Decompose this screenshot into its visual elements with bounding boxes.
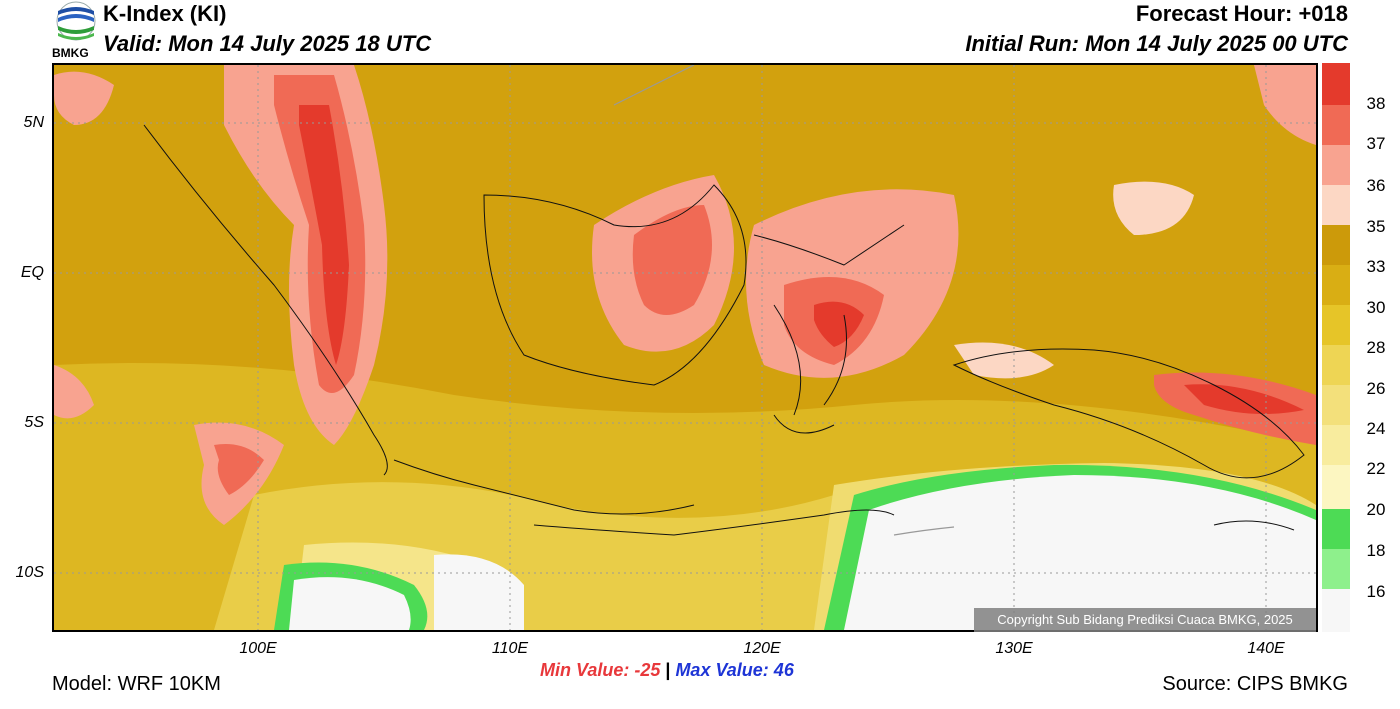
lat-label-5n: 5N (23, 114, 44, 131)
lat-label-5s: 5S (24, 414, 44, 431)
colorbar-label: 37 (1366, 134, 1386, 153)
model-name: Model: WRF 10KM (52, 673, 221, 695)
min-max-values: Min Value: -25 | Max Value: 46 (540, 660, 794, 681)
colorbar-label: 28 (1366, 338, 1386, 357)
copyright-notice: Copyright Sub Bidang Prediksi Cuaca BMKG… (974, 608, 1316, 632)
bmkg-logo (52, 1, 100, 61)
colorbar-label: 24 (1366, 419, 1386, 438)
colorbar-swatch (1322, 225, 1350, 265)
lon-label-110e: 110E (491, 640, 529, 657)
initial-run: Initial Run: Mon 14 July 2025 00 UTC (965, 31, 1348, 56)
lon-label-100e: 100E (239, 640, 277, 657)
colorbar-swatch (1322, 145, 1350, 185)
colorbar-swatch (1322, 265, 1350, 305)
lat-label-10s: 10S (15, 564, 44, 581)
lat-label-eq: EQ (20, 264, 44, 281)
colorbar-label: 22 (1366, 459, 1386, 478)
max-value: Max Value: 46 (675, 660, 794, 680)
map-title: K-Index (KI) (103, 1, 227, 26)
colorbar-swatch (1322, 465, 1350, 509)
colorbar-swatch (1322, 385, 1350, 425)
lon-label-120e: 120E (743, 640, 781, 657)
colorbar-swatch (1322, 509, 1350, 549)
colorbar-swatch (1322, 589, 1350, 632)
lon-label-130e: 130E (995, 640, 1033, 657)
colorbar-label: 30 (1366, 298, 1386, 317)
high-ki-areas (54, 65, 1316, 525)
separator: | (665, 660, 671, 680)
colorbar-label: 20 (1366, 500, 1386, 519)
colorbar-label: 35 (1366, 217, 1386, 236)
colorbar-label: 16 (1366, 582, 1386, 601)
low-zone-west (289, 577, 411, 630)
colorbar-label: 33 (1366, 257, 1386, 276)
valid-time: Valid: Mon 14 July 2025 18 UTC (103, 31, 432, 56)
borders (613, 65, 955, 536)
colorbar-label: 26 (1366, 379, 1386, 398)
colorbar-label: 18 (1366, 541, 1386, 560)
graticule (54, 65, 1316, 630)
colorbar-swatch (1322, 63, 1350, 105)
lon-label-140e: 140E (1247, 640, 1285, 657)
colorbar-label: 38 (1366, 94, 1386, 113)
colorbar-swatch (1322, 425, 1350, 465)
min-value: Min Value: -25 (540, 660, 661, 680)
logo-text: BMKG (52, 46, 89, 60)
australia-low (844, 475, 1316, 630)
forecast-hour: Forecast Hour: +018 (1135, 1, 1348, 26)
colorbar-label: 36 (1366, 176, 1386, 195)
coastlines (143, 124, 1305, 536)
data-source: Source: CIPS BMKG (1162, 673, 1348, 695)
colorbar-swatch (1322, 185, 1350, 225)
k-index-map (52, 63, 1318, 632)
colorbar-swatch (1322, 305, 1350, 345)
colorbar-swatch (1322, 105, 1350, 145)
colorbar-swatch (1322, 549, 1350, 589)
colorbar-swatch (1322, 345, 1350, 385)
